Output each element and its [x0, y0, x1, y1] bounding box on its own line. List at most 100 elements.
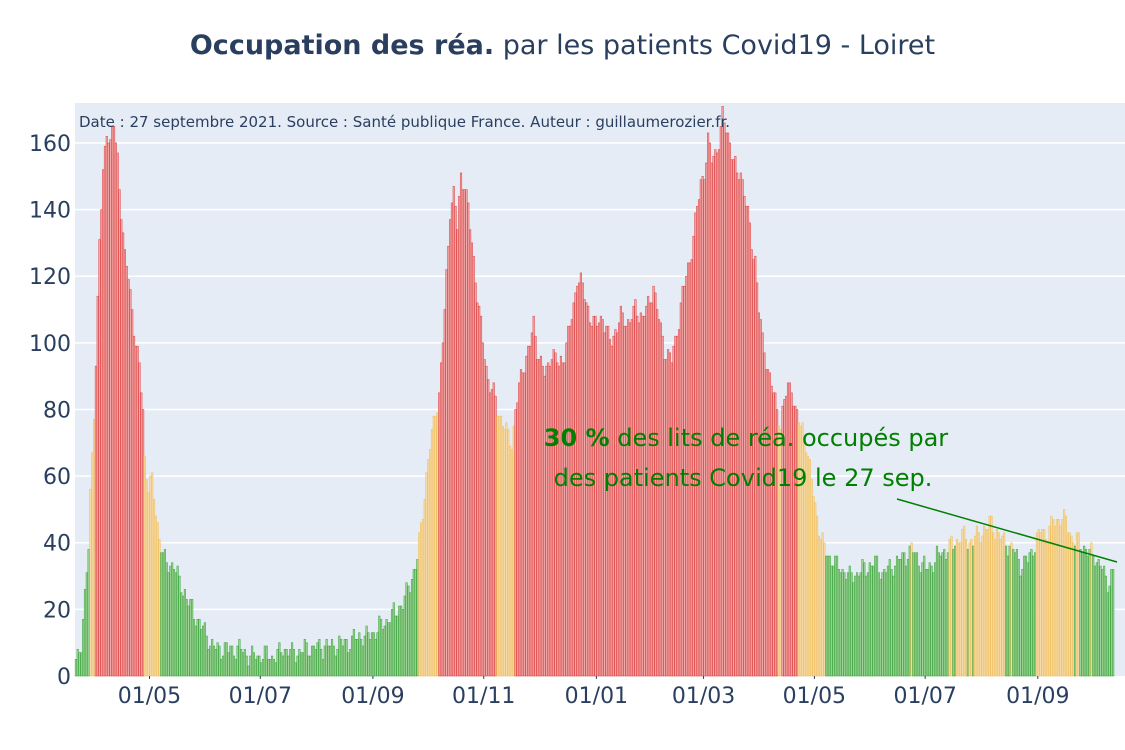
bar — [496, 415, 499, 677]
bar — [1088, 549, 1091, 677]
bar — [194, 625, 197, 677]
bar — [763, 352, 766, 677]
bar — [761, 332, 764, 677]
bar — [981, 535, 984, 677]
bar — [552, 349, 555, 677]
bar — [459, 172, 463, 677]
bar — [291, 642, 294, 677]
bar — [1099, 565, 1102, 677]
bar — [152, 499, 156, 677]
bar — [285, 649, 288, 677]
bar — [1101, 569, 1104, 677]
bar — [628, 322, 632, 677]
bar — [806, 455, 810, 677]
bar — [556, 362, 559, 677]
bar — [403, 595, 406, 677]
bar — [171, 562, 174, 677]
bar — [836, 555, 839, 677]
x-tick-label: 01/05 — [783, 684, 846, 709]
bar — [343, 639, 346, 677]
bar — [661, 335, 664, 677]
bar — [91, 452, 94, 677]
bar — [341, 645, 345, 677]
bar — [436, 412, 439, 677]
bar — [321, 659, 325, 677]
bar — [381, 629, 384, 677]
bar — [983, 525, 986, 677]
bar — [112, 126, 116, 677]
annotation-line-2: des patients Covid19 le 27 sep. — [554, 464, 933, 492]
bar — [1039, 532, 1042, 677]
bar — [539, 355, 543, 677]
bar — [759, 319, 762, 677]
bar — [180, 592, 183, 677]
x-tick-label: 01/03 — [672, 684, 735, 709]
bar — [970, 539, 973, 677]
bar — [487, 379, 490, 677]
bar — [541, 365, 544, 677]
x-tick-label: 01/11 — [452, 684, 515, 709]
bar — [325, 639, 328, 677]
bar — [499, 415, 503, 677]
bar — [409, 592, 412, 677]
bar — [688, 262, 691, 677]
bar — [910, 542, 913, 677]
bar — [374, 639, 377, 677]
bar — [854, 575, 857, 677]
bar — [369, 639, 372, 677]
bar — [114, 142, 117, 677]
bar — [172, 569, 176, 677]
bar — [997, 532, 1000, 677]
bar — [728, 142, 731, 677]
bar — [211, 639, 214, 677]
bar — [429, 449, 432, 677]
bar — [380, 619, 383, 677]
bar — [926, 569, 929, 677]
bar — [859, 572, 862, 677]
bar — [768, 372, 771, 677]
bar — [888, 559, 891, 677]
bar — [692, 235, 695, 677]
bar — [797, 422, 800, 677]
bar — [534, 335, 537, 677]
bar — [765, 369, 768, 677]
bar — [532, 315, 535, 677]
bar — [241, 652, 245, 677]
bar — [1028, 552, 1031, 677]
bar — [449, 219, 452, 677]
bar — [102, 169, 105, 677]
bar — [287, 655, 290, 677]
bar — [318, 639, 321, 677]
bar — [156, 522, 159, 677]
bar — [260, 662, 263, 677]
bar — [356, 639, 359, 677]
bar — [625, 325, 628, 677]
bar — [501, 425, 504, 677]
bar — [677, 329, 681, 677]
bar — [309, 655, 312, 677]
bar — [438, 392, 441, 677]
bar — [988, 515, 991, 677]
bar — [588, 322, 592, 677]
bar — [427, 459, 430, 677]
bar — [447, 245, 450, 677]
bar — [1072, 542, 1075, 677]
bar — [716, 152, 719, 677]
bar — [1041, 529, 1044, 677]
bar — [178, 575, 181, 677]
bar — [245, 655, 248, 677]
bar — [512, 425, 515, 677]
bar — [1097, 559, 1100, 677]
bar — [1017, 559, 1020, 677]
bar — [750, 249, 753, 677]
bar — [516, 402, 519, 677]
x-tick-label: 01/09 — [341, 684, 404, 709]
bar — [990, 515, 993, 677]
bar — [120, 219, 123, 677]
bar — [796, 409, 799, 677]
bar — [694, 212, 697, 677]
bar — [587, 305, 590, 677]
bar — [756, 282, 759, 677]
bar — [85, 572, 88, 677]
